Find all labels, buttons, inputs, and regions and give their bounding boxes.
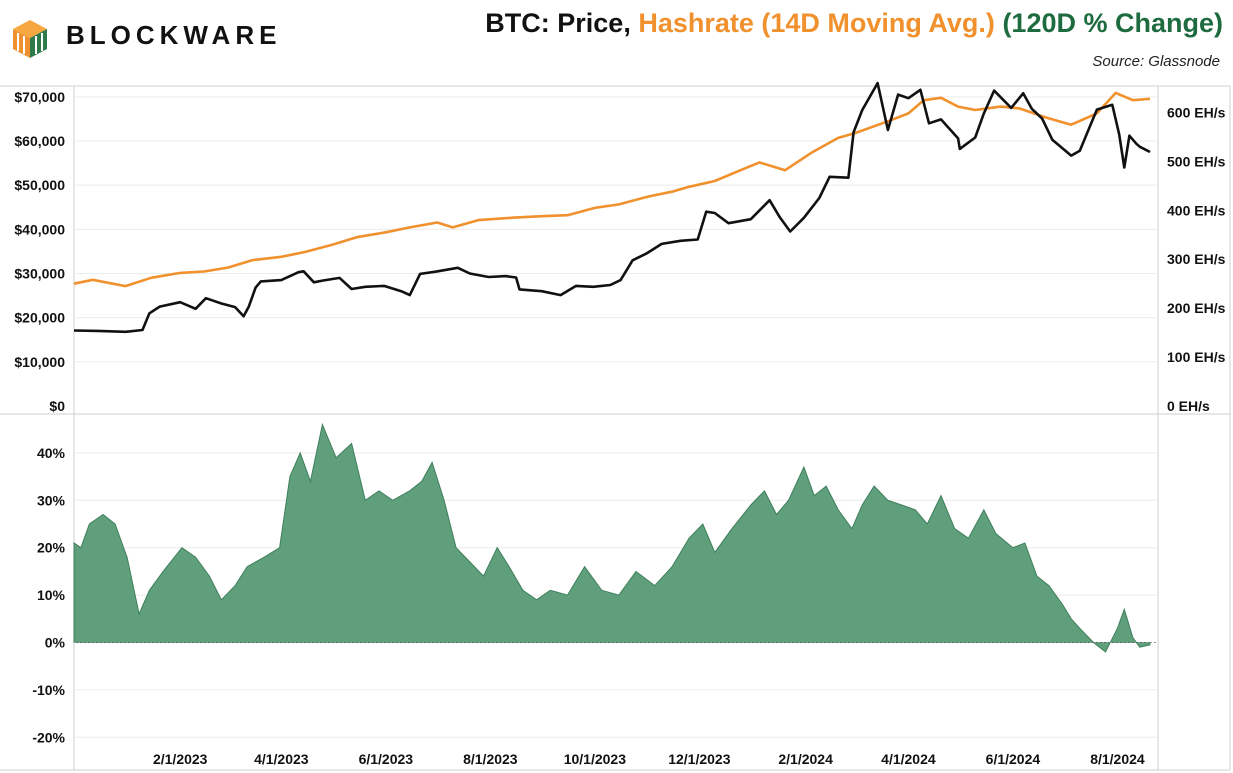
hashrate-line <box>73 91 1151 288</box>
change-area <box>73 422 1151 653</box>
hashrate-tick-label: 0 EH/s <box>1167 398 1210 414</box>
title-price: BTC: Price, <box>485 8 631 38</box>
axis-labels: $0 $10,000 $20,000 $30,000 $40,000 $50,000 $60… <box>14 89 1225 767</box>
title-change: (120D % Change) <box>1002 8 1223 38</box>
price-tick-label: $60,000 <box>14 133 65 149</box>
x-tick-label: 10/1/2023 <box>564 751 626 767</box>
x-tick-label: 4/1/2023 <box>254 751 309 767</box>
price-tick-label: $30,000 <box>14 266 65 282</box>
header: BLOCKWARE BTC: Price, Hashrate (14D Movi… <box>0 0 1233 86</box>
change-tick-label: 40% <box>37 445 66 461</box>
price-line <box>73 81 1151 334</box>
x-tick-label: 4/1/2024 <box>881 751 936 767</box>
x-tick-label: 2/1/2023 <box>153 751 208 767</box>
change-tick-label: 10% <box>37 587 66 603</box>
change-tick-label: 30% <box>37 492 66 508</box>
x-tick-label: 6/1/2023 <box>359 751 414 767</box>
hashrate-tick-label: 200 EH/s <box>1167 300 1226 316</box>
x-tick-label: 8/1/2023 <box>463 751 518 767</box>
x-tick-label: 2/1/2024 <box>778 751 833 767</box>
x-tick-label: 12/1/2023 <box>668 751 730 767</box>
change-tick-label: -20% <box>32 729 65 745</box>
brand-name: BLOCKWARE <box>66 20 282 50</box>
hashrate-tick-label: 500 EH/s <box>1167 153 1226 169</box>
blockware-logo <box>13 20 47 58</box>
chart-frame <box>0 85 1231 771</box>
x-tick-label: 6/1/2024 <box>986 751 1041 767</box>
hashrate-tick-label: 400 EH/s <box>1167 202 1226 218</box>
hashrate-tick-label: 100 EH/s <box>1167 349 1226 365</box>
price-hashrate-series <box>73 81 1151 334</box>
change-area-series <box>73 422 1158 653</box>
change-tick-label: 0% <box>45 634 66 650</box>
price-tick-label: $10,000 <box>14 354 65 370</box>
price-tick-label: $70,000 <box>14 89 65 105</box>
price-tick-label: $20,000 <box>14 310 65 326</box>
hashrate-tick-label: 300 EH/s <box>1167 251 1226 267</box>
price-tick-label: $0 <box>49 398 65 414</box>
hashrate-tick-label: 600 EH/s <box>1167 104 1226 120</box>
change-tick-label: 20% <box>37 540 66 556</box>
change-tick-label: -10% <box>32 682 65 698</box>
title-hashrate: Hashrate (14D Moving Avg.) <box>638 8 995 38</box>
price-tick-label: $50,000 <box>14 177 65 193</box>
chart-title: BTC: Price, Hashrate (14D Moving Avg.) (… <box>485 8 1223 39</box>
x-tick-label: 8/1/2024 <box>1090 751 1145 767</box>
source-label: Source: Glassnode <box>1092 53 1220 70</box>
price-tick-label: $40,000 <box>14 221 65 237</box>
